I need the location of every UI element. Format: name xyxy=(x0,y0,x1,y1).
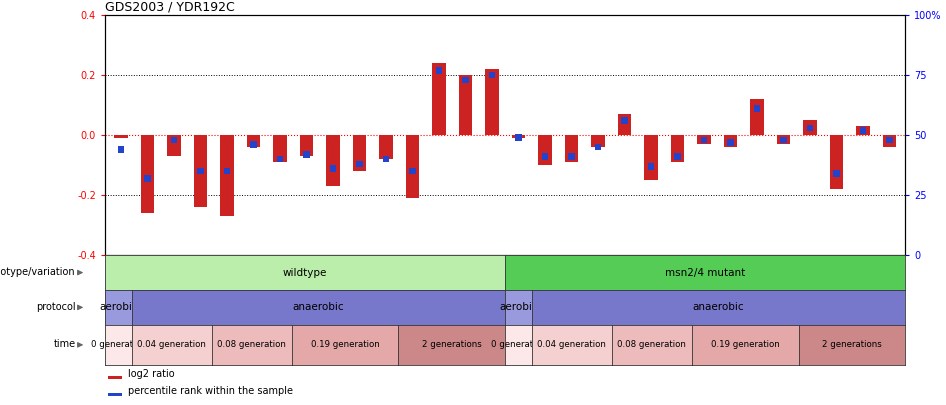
Bar xyxy=(382,156,389,162)
Bar xyxy=(356,161,362,167)
Bar xyxy=(194,135,207,207)
Bar xyxy=(516,134,522,141)
Bar xyxy=(432,63,446,135)
Bar xyxy=(409,168,415,175)
Bar xyxy=(223,168,230,175)
Bar xyxy=(144,175,150,181)
Bar xyxy=(648,163,655,170)
Bar xyxy=(197,168,203,175)
Bar xyxy=(247,135,260,147)
Bar xyxy=(353,135,366,171)
Text: GDS2003 / YDR192C: GDS2003 / YDR192C xyxy=(105,1,235,14)
Bar xyxy=(750,99,763,135)
Bar xyxy=(167,135,181,156)
Bar xyxy=(727,139,734,145)
Text: 2 generations: 2 generations xyxy=(422,340,482,350)
Text: 0.08 generation: 0.08 generation xyxy=(618,340,687,350)
Bar xyxy=(117,146,124,153)
Bar xyxy=(697,135,710,144)
Bar xyxy=(644,135,657,180)
Bar xyxy=(595,144,602,150)
Text: 0 generation: 0 generation xyxy=(91,340,146,350)
Text: anaerobic: anaerobic xyxy=(292,303,344,312)
Text: time: time xyxy=(54,339,76,349)
Bar xyxy=(860,127,867,134)
Bar xyxy=(276,156,283,162)
Bar xyxy=(538,135,552,165)
Text: genotype/variation: genotype/variation xyxy=(0,267,76,277)
Text: aerobic: aerobic xyxy=(99,303,138,312)
Bar xyxy=(701,136,708,143)
Bar xyxy=(303,151,309,158)
Text: 0.04 generation: 0.04 generation xyxy=(137,340,206,350)
Text: anaerobic: anaerobic xyxy=(692,303,745,312)
Bar xyxy=(591,135,604,147)
Bar xyxy=(886,136,893,143)
Text: 0 generation: 0 generation xyxy=(491,340,546,350)
Bar xyxy=(250,141,256,148)
Bar xyxy=(671,135,684,162)
Text: msn2/4 mutant: msn2/4 mutant xyxy=(665,268,745,277)
Bar xyxy=(622,117,628,124)
Text: protocol: protocol xyxy=(36,302,76,312)
Bar xyxy=(883,135,896,147)
Bar xyxy=(807,125,814,131)
Bar xyxy=(830,135,843,189)
Text: 0.19 generation: 0.19 generation xyxy=(310,340,379,350)
Text: 0.19 generation: 0.19 generation xyxy=(710,340,780,350)
Bar xyxy=(565,135,578,162)
Bar xyxy=(108,393,122,396)
Bar xyxy=(724,135,737,147)
Text: percentile rank within the sample: percentile rank within the sample xyxy=(129,386,293,396)
Bar xyxy=(406,135,419,198)
Bar xyxy=(488,72,495,78)
Text: 2 generations: 2 generations xyxy=(822,340,882,350)
Bar xyxy=(141,135,154,213)
Bar xyxy=(462,77,468,83)
Bar xyxy=(170,136,177,143)
Bar xyxy=(379,135,393,159)
Bar xyxy=(542,153,549,160)
Bar xyxy=(273,135,287,162)
Bar xyxy=(777,135,790,144)
Text: aerobic: aerobic xyxy=(499,303,538,312)
Bar xyxy=(326,135,340,186)
Bar xyxy=(114,135,128,138)
Bar xyxy=(833,170,840,177)
Bar xyxy=(459,75,472,135)
Bar xyxy=(485,69,499,135)
Bar xyxy=(754,105,761,112)
Text: 0.04 generation: 0.04 generation xyxy=(537,340,606,350)
Bar xyxy=(220,135,234,216)
Text: wildtype: wildtype xyxy=(283,268,327,277)
Bar xyxy=(108,376,122,379)
Bar xyxy=(300,135,313,156)
Bar xyxy=(674,153,681,160)
Bar xyxy=(856,126,869,135)
Bar xyxy=(780,136,787,143)
Text: 0.08 generation: 0.08 generation xyxy=(218,340,287,350)
Bar xyxy=(618,114,631,135)
Bar xyxy=(329,165,336,172)
Text: log2 ratio: log2 ratio xyxy=(129,369,175,379)
Bar xyxy=(435,67,442,74)
Bar xyxy=(569,153,575,160)
Bar xyxy=(803,120,816,135)
Bar xyxy=(512,135,525,138)
